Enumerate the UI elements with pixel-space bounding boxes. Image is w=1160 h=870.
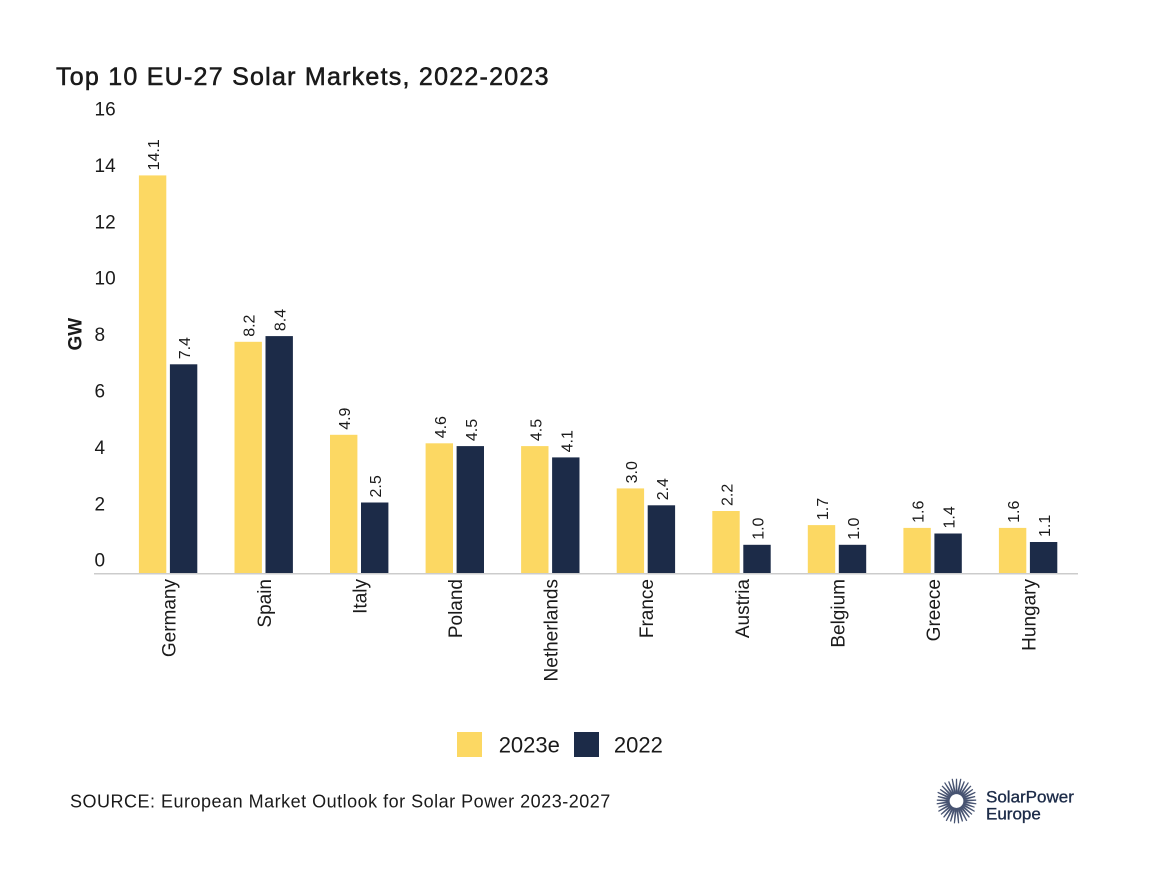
svg-text:4.1: 4.1 <box>559 430 576 452</box>
svg-text:1.4: 1.4 <box>942 506 959 528</box>
svg-text:2023e: 2023e <box>499 732 560 757</box>
svg-text:16: 16 <box>95 100 116 121</box>
svg-text:7.4: 7.4 <box>177 337 194 359</box>
svg-text:1.0: 1.0 <box>751 517 768 539</box>
svg-text:Top 10 EU-27 Solar Markets, 20: Top 10 EU-27 Solar Markets, 2022-2023 <box>56 63 550 91</box>
svg-text:SOURCE: European Market Outloo: SOURCE: European Market Outlook for Sola… <box>70 791 611 811</box>
svg-text:Belgium: Belgium <box>828 579 849 648</box>
svg-text:4.9: 4.9 <box>337 407 354 429</box>
svg-text:Hungary: Hungary <box>1019 579 1040 651</box>
svg-text:Germany: Germany <box>159 579 180 658</box>
svg-text:1.1: 1.1 <box>1037 515 1054 537</box>
svg-text:4.5: 4.5 <box>528 419 545 441</box>
svg-text:8.2: 8.2 <box>242 314 259 336</box>
svg-text:1.0: 1.0 <box>846 517 863 539</box>
svg-text:Austria: Austria <box>733 579 754 639</box>
svg-text:Italy: Italy <box>351 579 372 614</box>
svg-text:4.5: 4.5 <box>464 419 481 441</box>
svg-text:3.0: 3.0 <box>624 461 641 483</box>
svg-text:Poland: Poland <box>446 579 467 638</box>
svg-text:2022: 2022 <box>614 732 663 757</box>
svg-text:10: 10 <box>95 269 116 290</box>
svg-text:12: 12 <box>95 212 116 233</box>
svg-text:1.7: 1.7 <box>815 498 832 520</box>
svg-text:Netherlands: Netherlands <box>542 579 563 681</box>
svg-text:14.1: 14.1 <box>146 139 163 170</box>
svg-text:2.5: 2.5 <box>368 475 385 497</box>
svg-text:4.6: 4.6 <box>433 416 450 438</box>
svg-text:2: 2 <box>95 494 106 515</box>
svg-text:8: 8 <box>95 325 106 346</box>
svg-text:4: 4 <box>95 438 106 459</box>
svg-text:6: 6 <box>95 382 106 403</box>
svg-text:8.4: 8.4 <box>273 309 290 331</box>
svg-text:1.6: 1.6 <box>911 501 928 523</box>
svg-text:Spain: Spain <box>255 579 276 628</box>
svg-text:14: 14 <box>95 156 117 177</box>
svg-text:Greece: Greece <box>924 579 945 641</box>
svg-text:2.2: 2.2 <box>720 484 737 506</box>
svg-text:1.6: 1.6 <box>1006 501 1023 523</box>
svg-text:0: 0 <box>95 551 106 572</box>
svg-text:Europe: Europe <box>986 804 1041 823</box>
svg-text:GW: GW <box>65 318 86 351</box>
svg-text:France: France <box>637 579 658 638</box>
svg-text:SolarPower: SolarPower <box>986 787 1074 806</box>
svg-text:2.4: 2.4 <box>655 478 672 500</box>
